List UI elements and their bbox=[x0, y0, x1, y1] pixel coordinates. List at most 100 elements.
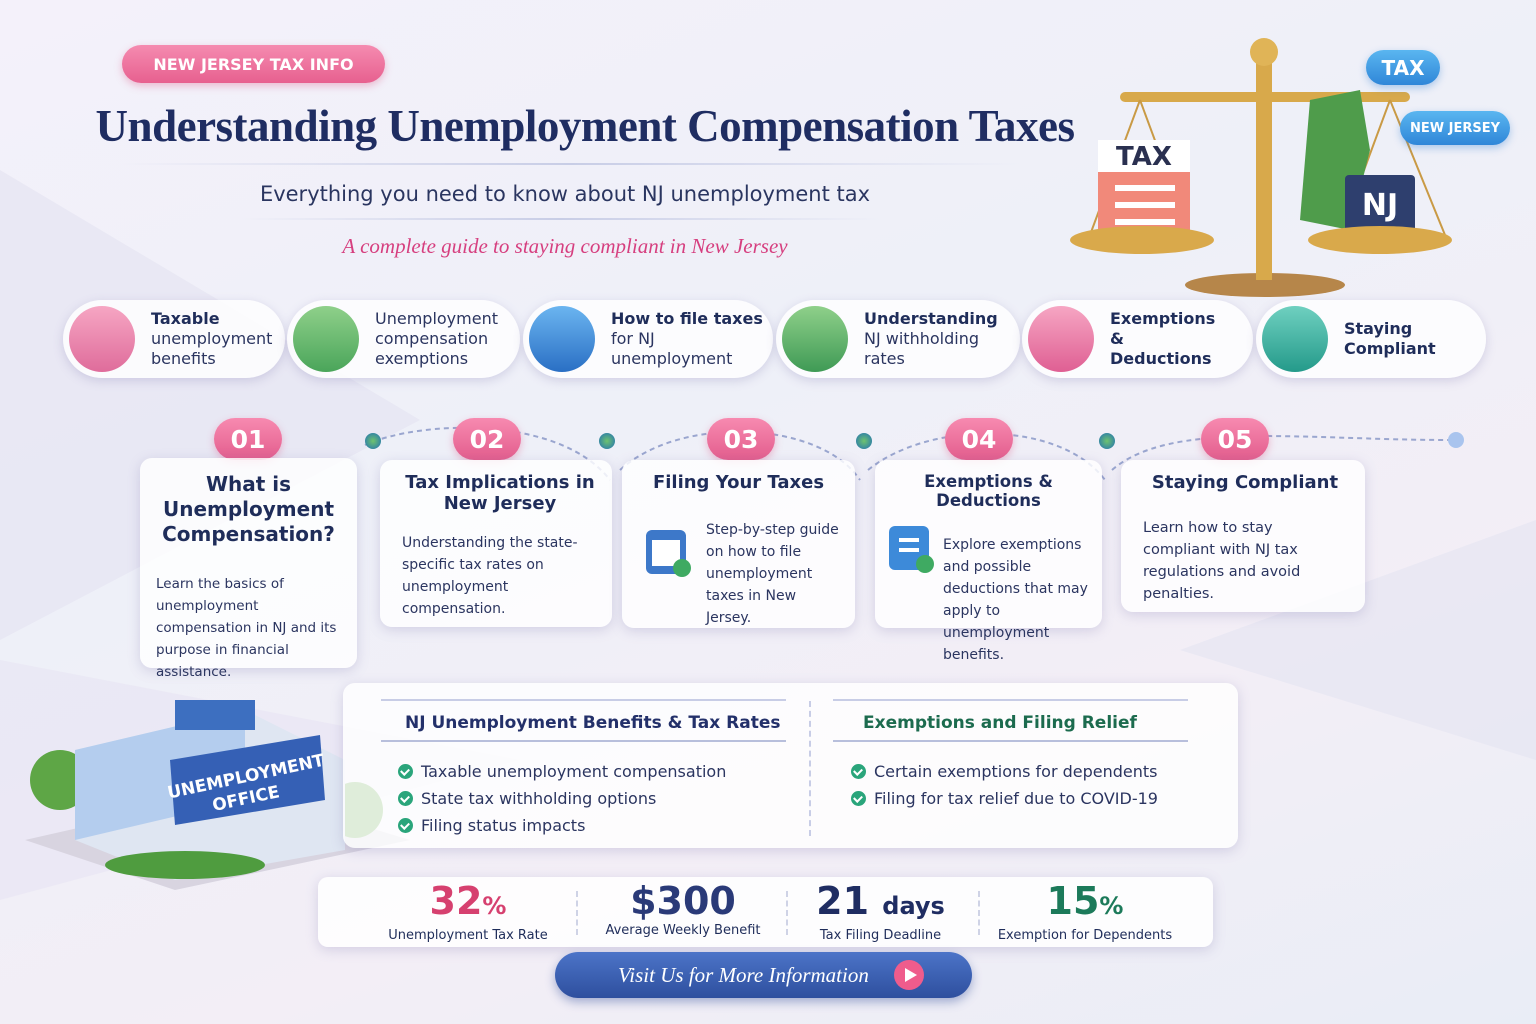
topic-text: Unemployment compensation exemptions bbox=[375, 309, 498, 368]
step-text: Explore exemptions and possible deductio… bbox=[943, 537, 1088, 663]
scale-label: TAX bbox=[1116, 142, 1172, 172]
stat: $300 Average Weekly Benefit bbox=[593, 877, 773, 947]
step-card: Staying Compliant Learn how to stay comp… bbox=[1121, 460, 1365, 612]
stat-value: $300 bbox=[630, 879, 736, 923]
divider bbox=[809, 701, 811, 836]
step-number: 02 bbox=[453, 418, 521, 460]
topic: How to file taxes for NJ unemployment bbox=[523, 300, 773, 378]
stat: 21 days Tax Filing Deadline bbox=[798, 877, 963, 947]
item-text: Filing status impacts bbox=[421, 816, 586, 835]
check-icon bbox=[398, 818, 413, 833]
stat-unit: % bbox=[1099, 892, 1124, 920]
step-card: Exemptions & Deductions Explore exemptio… bbox=[875, 460, 1102, 663]
check-icon bbox=[398, 764, 413, 779]
topic-text: for NJ unemployment bbox=[611, 329, 733, 368]
list-item: Filing status impacts bbox=[398, 812, 726, 839]
timeline-dot bbox=[856, 433, 872, 449]
stat-label: Average Weekly Benefit bbox=[605, 923, 761, 938]
title: Understanding Unemployment Compensation … bbox=[95, 101, 1075, 151]
divider bbox=[786, 891, 788, 935]
topic-text: NJ withholding rates bbox=[864, 329, 979, 368]
badge: NEW JERSEY TAX INFO bbox=[122, 45, 385, 83]
step-title: What is Unemployment Compensation? bbox=[162, 472, 335, 546]
panel-list: Certain exemptions for dependents Filing… bbox=[851, 758, 1158, 812]
step-number: 03 bbox=[707, 418, 775, 460]
divider bbox=[833, 699, 1188, 701]
list-item: Taxable unemployment compensation bbox=[398, 758, 726, 785]
divider bbox=[120, 163, 1020, 165]
stat: 15% Exemption for Dependents bbox=[990, 877, 1180, 947]
stats-bar: 32% Unemployment Tax Rate $300 Average Wee… bbox=[318, 877, 1213, 947]
timeline-dot bbox=[365, 433, 381, 449]
stat-value: 15 bbox=[1046, 879, 1100, 923]
step-number: 01 bbox=[214, 418, 282, 460]
step-title: Staying Compliant bbox=[1151, 472, 1339, 493]
step-number: 04 bbox=[945, 418, 1013, 460]
topic-title: How to file taxes bbox=[611, 309, 763, 328]
stat-label: Unemployment Tax Rate bbox=[388, 928, 548, 943]
topic: Understanding NJ withholding rates bbox=[776, 300, 1020, 378]
step-icon bbox=[889, 526, 934, 573]
panel-title: Exemptions and Filing Relief bbox=[863, 713, 1137, 733]
check-icon bbox=[851, 764, 866, 779]
play-icon bbox=[894, 960, 924, 990]
list-item: Certain exemptions for dependents bbox=[851, 758, 1158, 785]
step-title: Filing Your Taxes bbox=[652, 472, 825, 493]
tag: TAX bbox=[1366, 50, 1440, 85]
list-item: State tax withholding options bbox=[398, 785, 726, 812]
timeline-dot bbox=[599, 433, 615, 449]
check-icon bbox=[398, 791, 413, 806]
cta-text: Visit Us for More Information bbox=[618, 962, 869, 987]
step-text: Learn the basics of unemployment compens… bbox=[156, 576, 337, 680]
item-text: Taxable unemployment compensation bbox=[421, 762, 727, 781]
topic-title: Taxable bbox=[151, 309, 220, 328]
tag: NEW JERSEY bbox=[1400, 111, 1510, 145]
tagline: A complete guide to staying compliant in… bbox=[342, 234, 788, 258]
step-icon bbox=[646, 530, 691, 577]
stat: 32% Unemployment Tax Rate bbox=[358, 877, 578, 947]
stat-unit: days bbox=[882, 892, 945, 920]
step-number: 05 bbox=[1201, 418, 1269, 460]
topic: Exemptions & Deductions bbox=[1022, 300, 1253, 378]
divider bbox=[576, 891, 578, 935]
step-text: Learn how to stay compliant with NJ tax … bbox=[1143, 520, 1301, 602]
check-icon bbox=[851, 791, 866, 806]
stat-value: 32 bbox=[429, 879, 483, 923]
stat-value: 21 bbox=[816, 879, 870, 923]
subtitle: Everything you need to know about NJ une… bbox=[259, 182, 871, 206]
step-text: Step-by-step guide on how to file unempl… bbox=[706, 522, 839, 626]
divider bbox=[978, 891, 980, 935]
topic: Unemployment compensation exemptions bbox=[287, 300, 520, 378]
divider bbox=[240, 218, 880, 220]
step-card: Tax Implications in New Jersey Understan… bbox=[380, 460, 612, 627]
step-card: What is Unemployment Compensation? Learn… bbox=[140, 458, 357, 680]
topic: Taxable unemployment benefits bbox=[63, 300, 285, 378]
divider bbox=[381, 699, 786, 701]
item-text: Filing for tax relief due to COVID-19 bbox=[874, 789, 1158, 808]
panel-title: NJ Unemployment Benefits & Tax Rates bbox=[405, 713, 781, 733]
step-text: Understanding the state-specific tax rat… bbox=[402, 535, 578, 617]
stat-unit: % bbox=[482, 892, 507, 920]
topic: Staying Compliant bbox=[1256, 300, 1486, 378]
item-text: Certain exemptions for dependents bbox=[874, 762, 1158, 781]
stat-label: Exemption for Dependents bbox=[997, 928, 1173, 943]
topic-title: Understanding bbox=[864, 309, 998, 328]
cta-button[interactable]: Visit Us for More Information bbox=[555, 952, 972, 998]
step-title: Tax Implications in New Jersey bbox=[405, 472, 595, 514]
item-text: State tax withholding options bbox=[421, 789, 657, 808]
step-title: Exemptions & Deductions bbox=[924, 472, 1053, 510]
divider bbox=[381, 740, 786, 742]
info-panel: NJ Unemployment Benefits & Tax Rates Tax… bbox=[343, 683, 1238, 848]
scale-label: NJ bbox=[1362, 188, 1398, 223]
panel-list: Taxable unemployment compensation State … bbox=[398, 758, 726, 839]
step-card: Filing Your Taxes Step-by-step guide on … bbox=[622, 460, 855, 628]
list-item: Filing for tax relief due to COVID-19 bbox=[851, 785, 1158, 812]
timeline-dot bbox=[1099, 433, 1115, 449]
topic-title: Staying Compliant bbox=[1344, 319, 1436, 358]
topic-text: unemployment benefits bbox=[151, 329, 273, 368]
stat-label: Tax Filing Deadline bbox=[819, 928, 942, 943]
scale-illustration: TAX NJ bbox=[1070, 38, 1452, 297]
topic-title: Exemptions & Deductions bbox=[1110, 309, 1216, 368]
divider bbox=[833, 740, 1188, 742]
